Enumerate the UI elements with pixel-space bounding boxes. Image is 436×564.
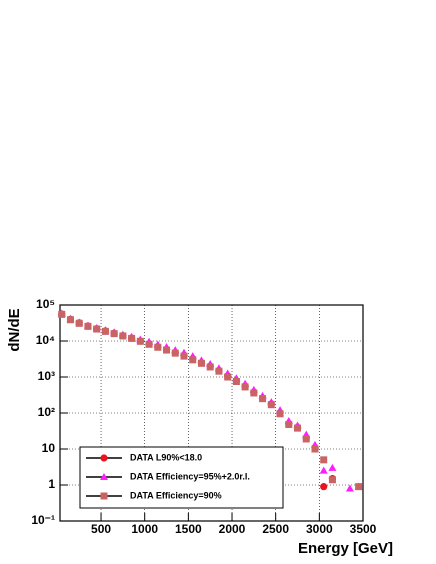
data-point xyxy=(267,401,275,409)
legend-label: DATA L90%<18.0 xyxy=(130,452,202,462)
x-tick-label: 1500 xyxy=(175,522,202,536)
y-axis-title: dN/dE xyxy=(6,308,23,351)
y-tick-label: 10⁵ xyxy=(36,297,55,311)
data-point xyxy=(345,484,354,492)
data-point xyxy=(328,463,337,471)
y-tick-label: 10³ xyxy=(38,369,55,383)
legend-marker xyxy=(100,473,108,480)
data-point xyxy=(232,377,240,385)
x-tick-label: 3000 xyxy=(306,522,333,536)
data-point xyxy=(215,367,223,375)
y-tick-label: 10⁴ xyxy=(36,333,55,347)
data-point xyxy=(276,410,284,418)
data-point xyxy=(320,456,328,464)
data-point xyxy=(101,327,109,335)
data-point xyxy=(75,319,83,327)
data-point xyxy=(320,483,328,491)
y-tick-label: 10² xyxy=(38,405,55,419)
data-point xyxy=(136,337,144,345)
data-point xyxy=(171,349,179,357)
data-point xyxy=(84,322,92,330)
legend-label: DATA Efficiency=95%+2.0r.l. xyxy=(130,471,250,481)
data-point xyxy=(319,466,328,474)
y-tick-label: 1 xyxy=(48,477,55,491)
data-point xyxy=(145,340,153,348)
x-tick-label: 500 xyxy=(91,522,111,536)
data-point xyxy=(285,420,293,428)
x-tick-label: 2000 xyxy=(219,522,246,536)
data-point xyxy=(302,435,310,443)
y-tick-label: 10 xyxy=(42,441,56,455)
data-point xyxy=(128,334,136,342)
data-point xyxy=(355,483,363,491)
data-point xyxy=(311,445,319,453)
data-point xyxy=(110,330,118,338)
data-point xyxy=(197,359,205,367)
data-point xyxy=(259,395,267,403)
data-point xyxy=(189,356,197,364)
legend: DATA L90%<18.0 DATA Efficiency=95%+2.0r.l… xyxy=(79,446,284,509)
data-point xyxy=(58,310,66,318)
x-tick-label: 3500 xyxy=(350,522,377,536)
x-tick-label: 1000 xyxy=(131,522,158,536)
data-point xyxy=(119,332,127,340)
plot-frame xyxy=(59,304,364,522)
y-tick-label: 10⁻¹ xyxy=(31,513,55,527)
data-point xyxy=(163,346,171,354)
data-point xyxy=(66,316,74,324)
data-point xyxy=(206,363,214,371)
legend-marker xyxy=(100,454,108,462)
data-point xyxy=(250,389,258,397)
data-point xyxy=(328,476,336,484)
data-point xyxy=(294,424,302,432)
data-point xyxy=(224,373,232,381)
data-point xyxy=(154,343,162,351)
x-tick-label: 2500 xyxy=(262,522,289,536)
data-point xyxy=(93,325,101,333)
data-point xyxy=(180,352,188,360)
legend-label: DATA Efficiency=90% xyxy=(130,490,222,500)
data-point xyxy=(241,383,249,391)
legend-marker xyxy=(100,492,108,500)
x-axis-title: Energy [GeV] xyxy=(298,540,393,557)
